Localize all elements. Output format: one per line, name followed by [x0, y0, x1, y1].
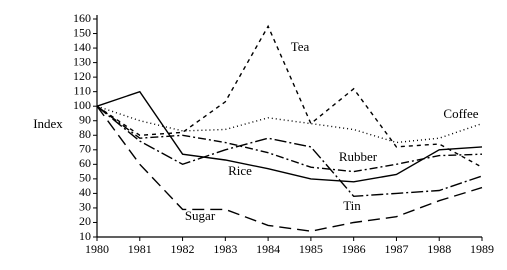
y-tick-label: 30: [79, 200, 91, 214]
series-label: Tin: [343, 198, 361, 213]
y-tick-label: 40: [79, 185, 91, 199]
series-line: [96, 105, 483, 173]
x-tick-label: 1983: [213, 242, 237, 256]
series-line: [96, 90, 483, 183]
series-line: [96, 105, 483, 232]
x-tick-label: 1988: [427, 242, 451, 256]
y-tick-label: 20: [79, 214, 91, 228]
x-tick-label: 1989: [470, 242, 494, 256]
y-tick-label: 100: [73, 98, 91, 112]
x-tick-label: 1986: [342, 242, 366, 256]
y-axis-label: Index: [33, 116, 63, 131]
x-tick-label: 1981: [128, 242, 152, 256]
y-tick-label: 70: [79, 142, 91, 156]
y-tick-label: 110: [73, 83, 91, 97]
y-tick-label: 120: [73, 69, 91, 83]
y-tick-label: 140: [73, 40, 91, 54]
series-label: Sugar: [185, 208, 216, 223]
y-tick-label: 90: [79, 112, 91, 126]
series-line: [96, 105, 483, 198]
series-line: [96, 24, 483, 168]
y-tick-label: 130: [73, 54, 91, 68]
x-tick-label: 1984: [256, 242, 280, 256]
series-label: Rubber: [339, 149, 378, 164]
x-tick-label: 1982: [171, 242, 195, 256]
y-tick-label: 10: [79, 229, 91, 243]
y-tick-label: 150: [73, 25, 91, 39]
x-tick-label: 1985: [299, 242, 323, 256]
series-line: [96, 105, 483, 144]
x-tick-label: 1980: [85, 242, 109, 256]
y-tick-label: 160: [73, 11, 91, 25]
y-tick-label: 50: [79, 171, 91, 185]
x-tick-label: 1987: [384, 242, 408, 256]
y-tick-label: 60: [79, 156, 91, 170]
series-label: Coffee: [443, 106, 478, 121]
series-label: Tea: [291, 39, 310, 54]
y-tick-label: 80: [79, 127, 91, 141]
series-label: Rice: [228, 163, 252, 178]
